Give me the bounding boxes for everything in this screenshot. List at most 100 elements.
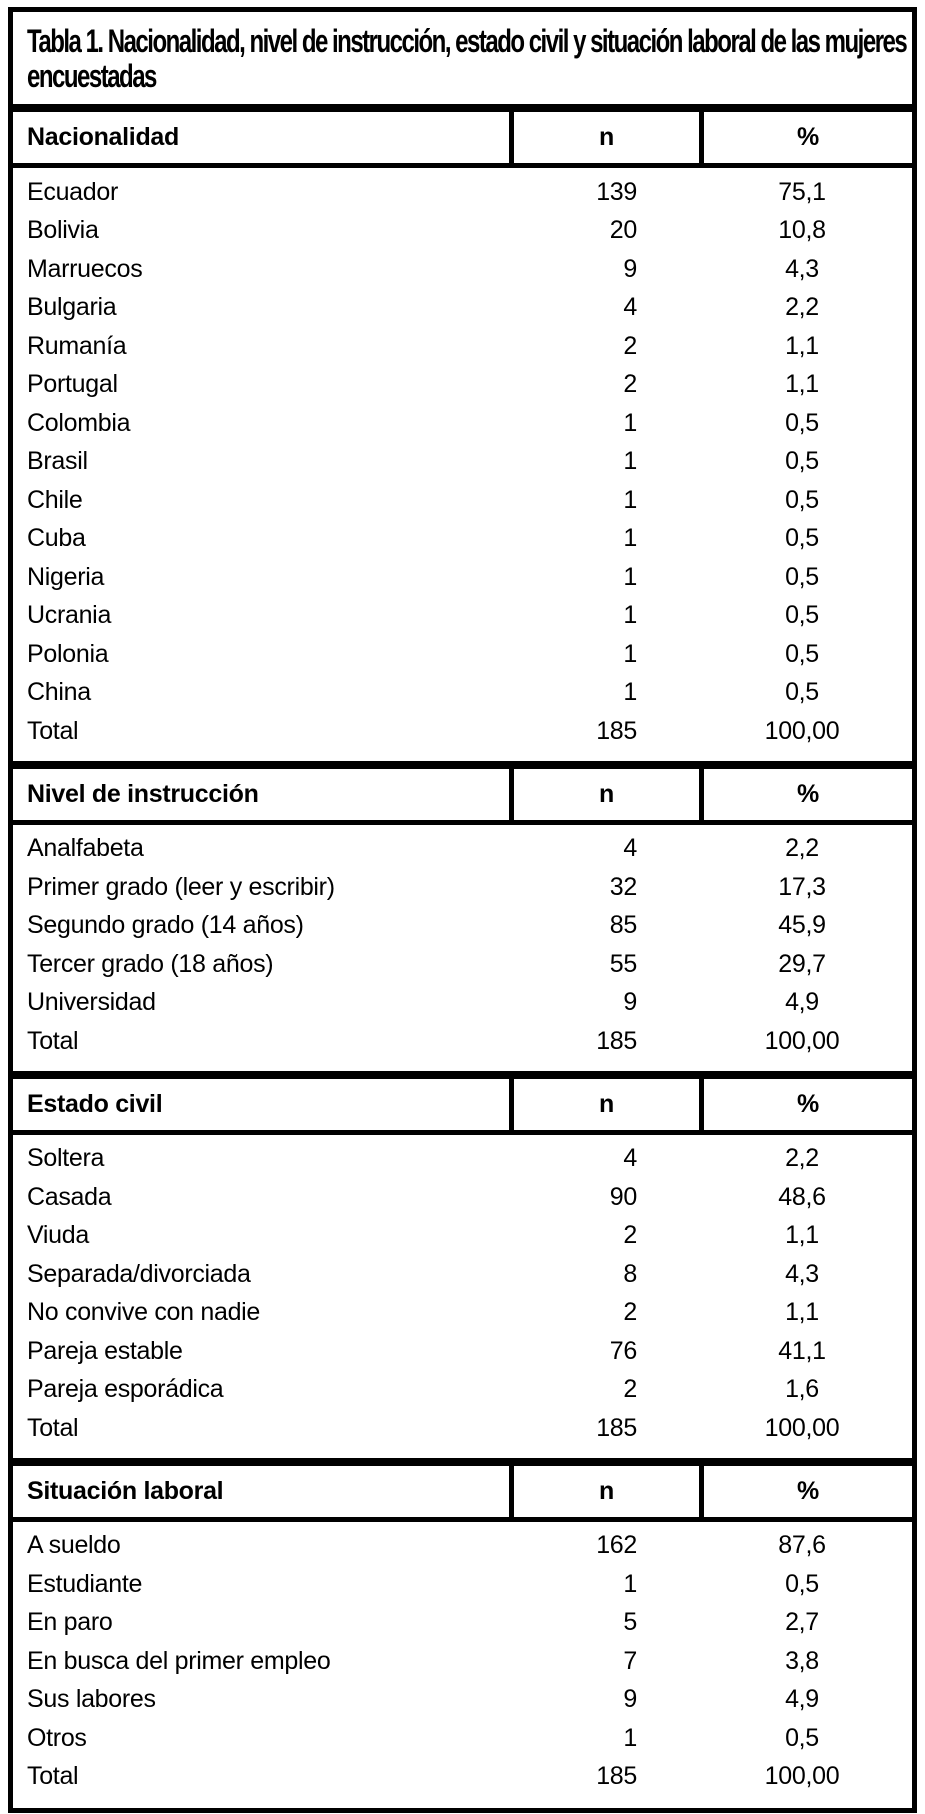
column-header-n: n [509, 1078, 704, 1130]
row-pct-value: 41,1 [778, 1336, 826, 1365]
row-n-value: 1 [623, 601, 637, 630]
table-section: Nacionalidad n % Ecuador 139 75,1 Bolivi… [13, 104, 912, 761]
row-label: Chile [27, 485, 83, 514]
row-n-value: 139 [596, 177, 637, 206]
row-label: Total [27, 1026, 79, 1055]
section-header-row: Estado civil n % [13, 1070, 912, 1135]
row-n-value: 1 [623, 485, 637, 514]
row-label: En busca del primer empleo [27, 1646, 331, 1675]
section-body: Ecuador 139 75,1 Bolivia 20 10,8 Marruec… [13, 168, 912, 761]
table-row: Segundo grado (14 años) 85 45,9 [13, 907, 912, 946]
row-pct-value: 1,1 [785, 370, 819, 399]
table-title: Tabla 1. Nacionalidad, nivel de instrucc… [27, 23, 908, 94]
row-n-value: 8 [623, 1259, 637, 1288]
row-pct-value: 100,00 [764, 1413, 840, 1442]
table-row: Separada/divorciada 8 4,3 [13, 1255, 912, 1294]
row-pct-value: 75,1 [778, 177, 826, 206]
row-n-value: 1 [623, 562, 637, 591]
row-label: Bulgaria [27, 293, 117, 322]
row-n-value: 162 [596, 1531, 637, 1560]
row-pct-value: 1,1 [785, 1221, 819, 1250]
row-pct-value: 2,2 [785, 1144, 819, 1173]
row-n-value: 5 [623, 1608, 637, 1637]
section-header-row: Nivel de instrucción n % [13, 760, 912, 825]
row-pct-value: 45,9 [778, 911, 826, 940]
table-row: Chile 1 0,5 [13, 481, 912, 520]
column-header-n: n [509, 112, 704, 163]
row-label: Pareja esporádica [27, 1375, 224, 1404]
row-label: A sueldo [27, 1531, 121, 1560]
table-row: Estudiante 1 0,5 [13, 1565, 912, 1604]
row-pct-value: 100,00 [764, 1762, 840, 1791]
row-pct-value: 0,5 [785, 447, 819, 476]
row-label: Portugal [27, 370, 118, 399]
row-label: China [27, 678, 91, 707]
row-label: Total [27, 1762, 79, 1791]
table-row: Ecuador 139 75,1 [13, 173, 912, 212]
row-pct-value: 87,6 [778, 1531, 826, 1560]
row-pct-value: 0,5 [785, 1723, 819, 1752]
row-pct-value: 0,5 [785, 485, 819, 514]
row-label: Segundo grado (14 años) [27, 911, 304, 940]
table-row: Total 185 100,00 [13, 1409, 912, 1448]
table-row: Tercer grado (18 años) 55 29,7 [13, 945, 912, 984]
section-header-label: Nivel de instrucción [27, 779, 259, 808]
table-row: En paro 5 2,7 [13, 1604, 912, 1643]
table-row: Sus labores 9 4,9 [13, 1681, 912, 1720]
row-n-value: 4 [623, 834, 637, 863]
row-pct-value: 100,00 [764, 716, 840, 745]
row-label: Viuda [27, 1221, 89, 1250]
row-pct-value: 100,00 [764, 1026, 840, 1055]
section-body: A sueldo 162 87,6 Estudiante 1 0,5 En pa… [13, 1522, 912, 1807]
column-header-n: n [509, 768, 704, 820]
table-row: Colombia 1 0,5 [13, 404, 912, 443]
table-row: Universidad 9 4,9 [13, 984, 912, 1023]
row-n-value: 1 [623, 678, 637, 707]
row-label: Polonia [27, 639, 109, 668]
row-n-value: 55 [609, 949, 638, 978]
row-pct-value: 10,8 [778, 216, 826, 245]
row-label: Tercer grado (18 años) [27, 949, 274, 978]
row-n-value: 9 [623, 254, 637, 283]
table-row: Marruecos 9 4,3 [13, 250, 912, 289]
row-label: Colombia [27, 408, 131, 437]
section-header-label: Estado civil [27, 1089, 163, 1118]
row-label: Pareja estable [27, 1336, 183, 1365]
table-row: Pareja estable 76 41,1 [13, 1332, 912, 1371]
row-label: Rumanía [27, 331, 127, 360]
row-n-value: 1 [623, 408, 637, 437]
table-row: Total 185 100,00 [13, 1022, 912, 1061]
row-pct-value: 29,7 [778, 949, 826, 978]
row-n-value: 76 [609, 1336, 638, 1365]
table-row: Brasil 1 0,5 [13, 443, 912, 482]
row-pct-value: 2,2 [785, 834, 819, 863]
row-n-value: 32 [609, 872, 638, 901]
table-row: Ucrania 1 0,5 [13, 597, 912, 636]
column-header-pct: % [797, 1089, 819, 1118]
row-n-value: 9 [623, 1685, 637, 1714]
row-label: Nigeria [27, 562, 105, 591]
row-pct-value: 0,5 [785, 601, 819, 630]
table-row: Polonia 1 0,5 [13, 635, 912, 674]
row-n-value: 185 [596, 1026, 637, 1055]
table-row: Nigeria 1 0,5 [13, 558, 912, 597]
table-row: Pareja esporádica 2 1,6 [13, 1371, 912, 1410]
section-body: Analfabeta 4 2,2 Primer grado (leer y es… [13, 825, 912, 1071]
table-row: Rumanía 2 1,1 [13, 327, 912, 366]
row-pct-value: 2,7 [785, 1608, 819, 1637]
section-header-row: Situación laboral n % [13, 1457, 912, 1522]
row-pct-value: 1,1 [785, 1298, 819, 1327]
row-n-value: 90 [609, 1182, 638, 1211]
row-pct-value: 0,5 [785, 408, 819, 437]
row-n-value: 7 [623, 1646, 637, 1675]
row-label: Otros [27, 1723, 87, 1752]
table-row: Portugal 2 1,1 [13, 366, 912, 405]
row-n-value: 2 [623, 1221, 637, 1250]
row-label: Analfabeta [27, 834, 144, 863]
row-pct-value: 0,5 [785, 1569, 819, 1598]
row-label: Soltera [27, 1144, 105, 1173]
row-label: Bolivia [27, 216, 99, 245]
row-pct-value: 1,1 [785, 331, 819, 360]
row-label: Universidad [27, 988, 156, 1017]
section-header-label: Situación laboral [27, 1476, 224, 1505]
